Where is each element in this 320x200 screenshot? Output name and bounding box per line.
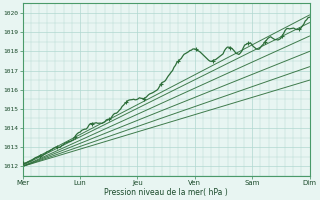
X-axis label: Pression niveau de la mer( hPa ): Pression niveau de la mer( hPa ): [104, 188, 228, 197]
